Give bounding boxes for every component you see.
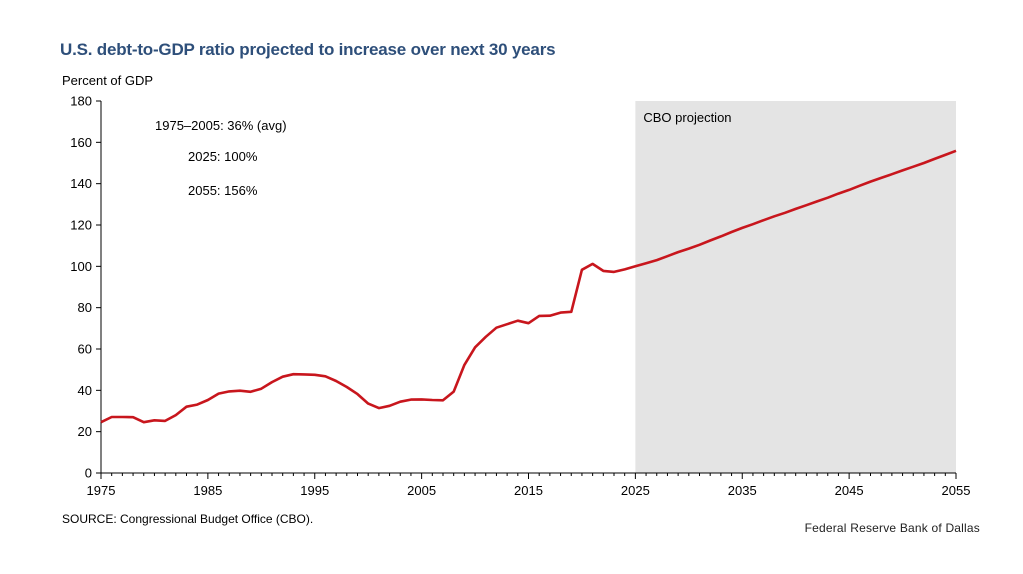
annotation-avg: 1975–2005: 36% (avg)	[155, 118, 287, 133]
y-axis-label: Percent of GDP	[62, 73, 153, 88]
annotations: 1975–2005: 36% (avg) 2025: 100% 2055: 15…	[155, 118, 287, 198]
y-tick-label: 160	[70, 135, 92, 150]
cbo-projection-shade	[635, 101, 956, 473]
x-ticks: 1975 1985 1995 2005 2015 2025 2035 2045 2055	[87, 473, 971, 498]
x-tick-label: 2005	[407, 483, 436, 498]
y-tick-label: 20	[78, 424, 92, 439]
y-tick-label: 40	[78, 383, 92, 398]
series-line-debt-to-gdp	[100, 149, 957, 424]
y-tick-label: 120	[70, 218, 92, 233]
cbo-projection-label: CBO projection	[643, 110, 731, 125]
y-ticks: 0 20 40 60 80 100 120 140 160 180	[70, 94, 101, 481]
x-tick-label: 2035	[728, 483, 757, 498]
x-tick-label: 2015	[514, 483, 543, 498]
annotation-2055: 2055: 156%	[188, 183, 258, 198]
x-tick-label: 1985	[193, 483, 222, 498]
annotation-2025: 2025: 100%	[188, 149, 258, 164]
x-tick-label: 2055	[942, 483, 971, 498]
x-tick-label: 2045	[835, 483, 864, 498]
y-tick-label: 140	[70, 176, 92, 191]
y-tick-label: 100	[70, 259, 92, 274]
y-tick-label: 180	[70, 94, 92, 109]
source-note: SOURCE: Congressional Budget Office (CBO…	[62, 512, 314, 526]
chart-title: U.S. debt-to-GDP ratio projected to incr…	[60, 40, 556, 59]
brand-label: Federal Reserve Bank of Dallas	[804, 521, 980, 535]
x-tick-label: 1995	[300, 483, 329, 498]
x-tick-label: 2025	[621, 483, 650, 498]
x-tick-label: 1975	[87, 483, 116, 498]
y-tick-label: 0	[85, 466, 92, 481]
y-tick-label: 80	[78, 300, 92, 315]
y-tick-label: 60	[78, 342, 92, 357]
